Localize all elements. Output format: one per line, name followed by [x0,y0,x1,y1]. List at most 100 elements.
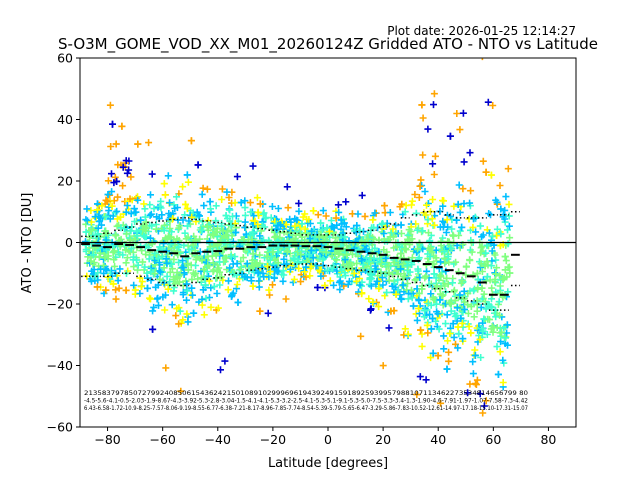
scatter-point [322,212,330,220]
scatter-point [453,304,461,312]
scatter-point [152,225,160,233]
scatter-point [335,208,343,216]
scatter-point [209,259,217,267]
scatter-point [283,183,291,191]
scatter-point [413,316,421,324]
scatter-point [504,165,512,173]
scatter-point [144,274,151,282]
scatter-point [408,294,416,302]
scatter-point [455,330,463,337]
scatter-point [87,218,95,226]
scatter-point [344,263,352,271]
scatter-point [253,194,261,202]
scatter-point [420,209,428,217]
scatter-point [464,389,472,397]
scatter-point [139,258,147,266]
scatter-point [422,376,430,384]
scatter-point [300,267,308,275]
scatter-point [316,255,324,262]
scatter-point [414,267,422,275]
scatter-point [201,281,209,289]
scatter-point [426,310,434,318]
scatter-point [451,296,459,304]
scatter-point [358,237,365,245]
scatter-point [449,279,456,287]
scatter-point [166,199,174,207]
scatter-point [437,273,445,281]
scatter-point [470,313,478,321]
scatter-point [367,275,375,282]
scatter-point [295,199,303,207]
scatter-point [218,222,226,230]
scatter-point [199,184,207,192]
scatter-point [172,312,180,320]
scatter-point [195,212,203,220]
scatter-point [430,171,438,178]
scatter-point [175,243,183,251]
scatter-point [207,284,215,292]
scatter-point [504,240,512,248]
scatter-point [162,364,170,372]
scatter-point [210,283,218,290]
scatter-point [477,303,485,311]
scatter-point [122,246,130,254]
scatter-point [482,249,490,257]
scatter-point [141,233,149,241]
scatter-point [218,196,226,203]
scatter-point [193,208,201,216]
scatter-point [435,325,443,333]
scatter-point [459,109,467,117]
scatter-point [155,259,163,267]
scatter-point [163,272,171,280]
scatter-point [399,281,407,289]
scatter-point [319,207,327,215]
scatter-point [468,248,476,256]
chart-title: S-O3M_GOME_VOD_XX_M01_20260124Z Gridded … [58,35,598,54]
scatter-point [200,266,208,274]
scatter-point [424,216,432,224]
scatter-point [146,211,154,219]
scatter-point [482,168,490,176]
scatter-point [163,259,171,267]
scatter-point [184,266,192,274]
scatter-point [279,277,287,285]
scatter-point [134,140,142,148]
scatter-point [122,286,130,294]
scatter-point [122,259,130,267]
scatter-point [166,268,174,276]
scatter-point [379,220,386,228]
scatter-point [256,232,264,240]
scatter-point [184,222,191,230]
scatter-point [159,253,167,261]
scatter-point [112,232,120,240]
scatter-point [358,282,365,290]
scatter-point [212,202,220,210]
scatter-point [429,294,437,302]
scatter-point [400,260,407,268]
scatter-point [298,220,306,228]
scatter-point [131,218,139,226]
scatter-point [336,286,344,294]
scatter-point [505,263,513,271]
scatter-point [480,402,488,410]
scatter-point [381,202,388,210]
scatter-point [198,190,206,198]
scatter-point [293,216,301,224]
scatter-point [424,299,432,307]
scatter-point [447,212,454,220]
scatter-point [90,251,97,259]
scatter-point [113,222,121,230]
scatter-point [168,260,175,268]
scatter-point [477,354,485,361]
scatter-point [113,207,121,215]
scatter-point [179,316,187,324]
scatter-point [295,264,303,272]
scatter-point [241,211,249,219]
scatter-point [87,207,95,214]
scatter-point [424,125,432,133]
scatter-point [323,224,331,232]
scatter-point [404,280,411,287]
scatter-point [318,226,326,234]
scatter-point [141,205,149,213]
scatter-point [403,262,411,270]
